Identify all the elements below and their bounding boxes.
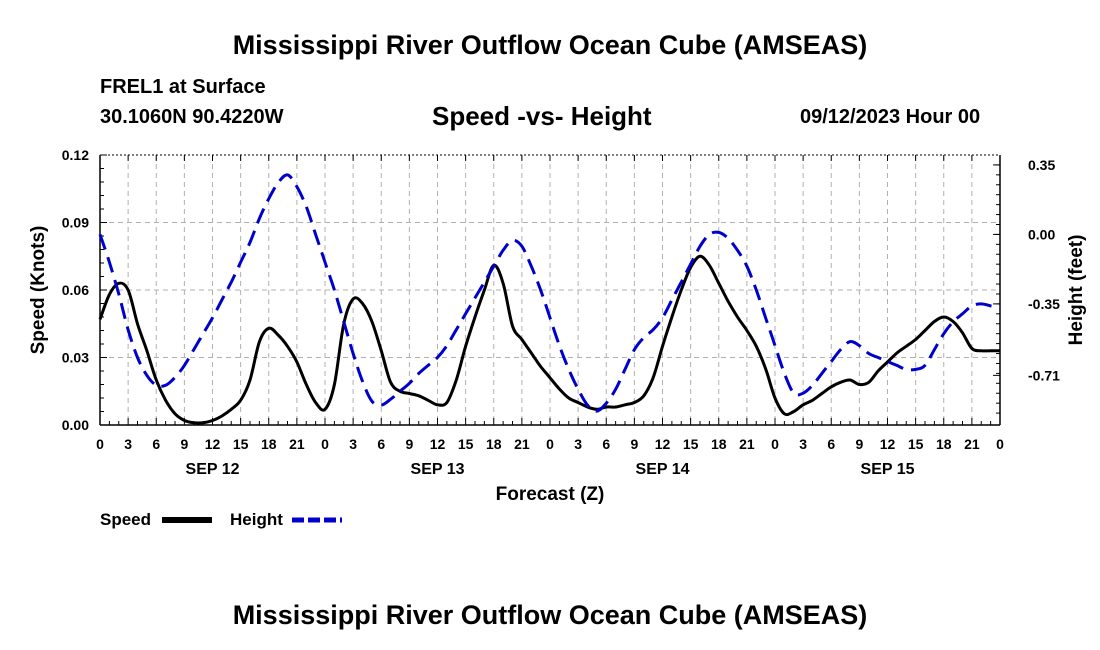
x-tick-label: 9 — [855, 436, 863, 452]
coordinates-label: 30.1060N 90.4220W — [100, 106, 284, 128]
station-label: FREL1 at Surface — [100, 76, 266, 98]
y-tick-label: 0.03 — [62, 350, 89, 366]
x-tick-label: 21 — [289, 436, 305, 452]
x-tick-label: 21 — [739, 436, 755, 452]
x-tick-label: 6 — [377, 436, 385, 452]
x-tick-label: 12 — [655, 436, 671, 452]
y-tick-label: 0.09 — [62, 215, 89, 231]
x-tick-label: 3 — [124, 436, 132, 452]
y2-tick-label: 0.00 — [1028, 226, 1055, 242]
day-label: SEP 14 — [636, 461, 690, 478]
x-tick-label: 0 — [996, 436, 1004, 452]
bottom-title: Mississippi River Outflow Ocean Cube (AM… — [232, 600, 868, 630]
day-label: SEP 15 — [861, 461, 915, 478]
y-tick-label: 0.12 — [62, 147, 89, 163]
x-tick-label: 6 — [602, 436, 610, 452]
y-axis-label: Speed (Knots) — [28, 226, 49, 355]
chart-subtitle: Speed -vs- Height — [432, 101, 652, 131]
day-label: SEP 13 — [411, 461, 465, 478]
x-tick-label: 12 — [880, 436, 896, 452]
chart-title: Mississippi River Outflow Ocean Cube (AM… — [232, 30, 868, 60]
forecast-datetime: 09/12/2023 Hour 00 — [800, 106, 981, 128]
x-tick-label: 0 — [546, 436, 554, 452]
speed-series-line — [98, 254, 1000, 425]
x-tick-label: 15 — [908, 436, 924, 452]
x-tick-label: 9 — [405, 436, 413, 452]
legend-speed-label: Speed — [100, 510, 152, 529]
x-tick-label: 18 — [936, 436, 952, 452]
y2-tick-label: -0.35 — [1028, 296, 1060, 312]
x-tick-label: 21 — [964, 436, 980, 452]
y-tick-label: 0.06 — [62, 282, 89, 298]
x-tick-label: 21 — [514, 436, 530, 452]
x-tick-label: 0 — [96, 436, 104, 452]
day-label: SEP 12 — [186, 461, 240, 478]
y-tick-label: 0.00 — [62, 417, 89, 433]
x-tick-label: 6 — [152, 436, 160, 452]
x-tick-label: 12 — [205, 436, 221, 452]
x-tick-label: 18 — [711, 436, 727, 452]
x-tick-label: 18 — [261, 436, 277, 452]
x-tick-label: 15 — [458, 436, 474, 452]
x-tick-label: 18 — [486, 436, 502, 452]
x-tick-label: 15 — [233, 436, 249, 452]
y2-axis-label: Height (feet) — [1066, 235, 1087, 346]
height-series-line — [98, 173, 1001, 413]
x-axis-label: Forecast (Z) — [496, 484, 605, 505]
x-tick-label: 0 — [771, 436, 779, 452]
x-tick-label: 6 — [827, 436, 835, 452]
x-tick-label: 0 — [321, 436, 329, 452]
x-tick-label: 3 — [799, 436, 807, 452]
y2-tick-label: -0.71 — [1028, 367, 1060, 383]
x-tick-label: 12 — [430, 436, 446, 452]
x-tick-label: 15 — [683, 436, 699, 452]
x-tick-label: 3 — [349, 436, 357, 452]
legend-height-label: Height — [230, 510, 283, 529]
x-tick-label: 3 — [574, 436, 582, 452]
x-tick-label: 9 — [180, 436, 188, 452]
x-tick-label: 9 — [630, 436, 638, 452]
y2-tick-label: 0.35 — [1028, 157, 1055, 173]
